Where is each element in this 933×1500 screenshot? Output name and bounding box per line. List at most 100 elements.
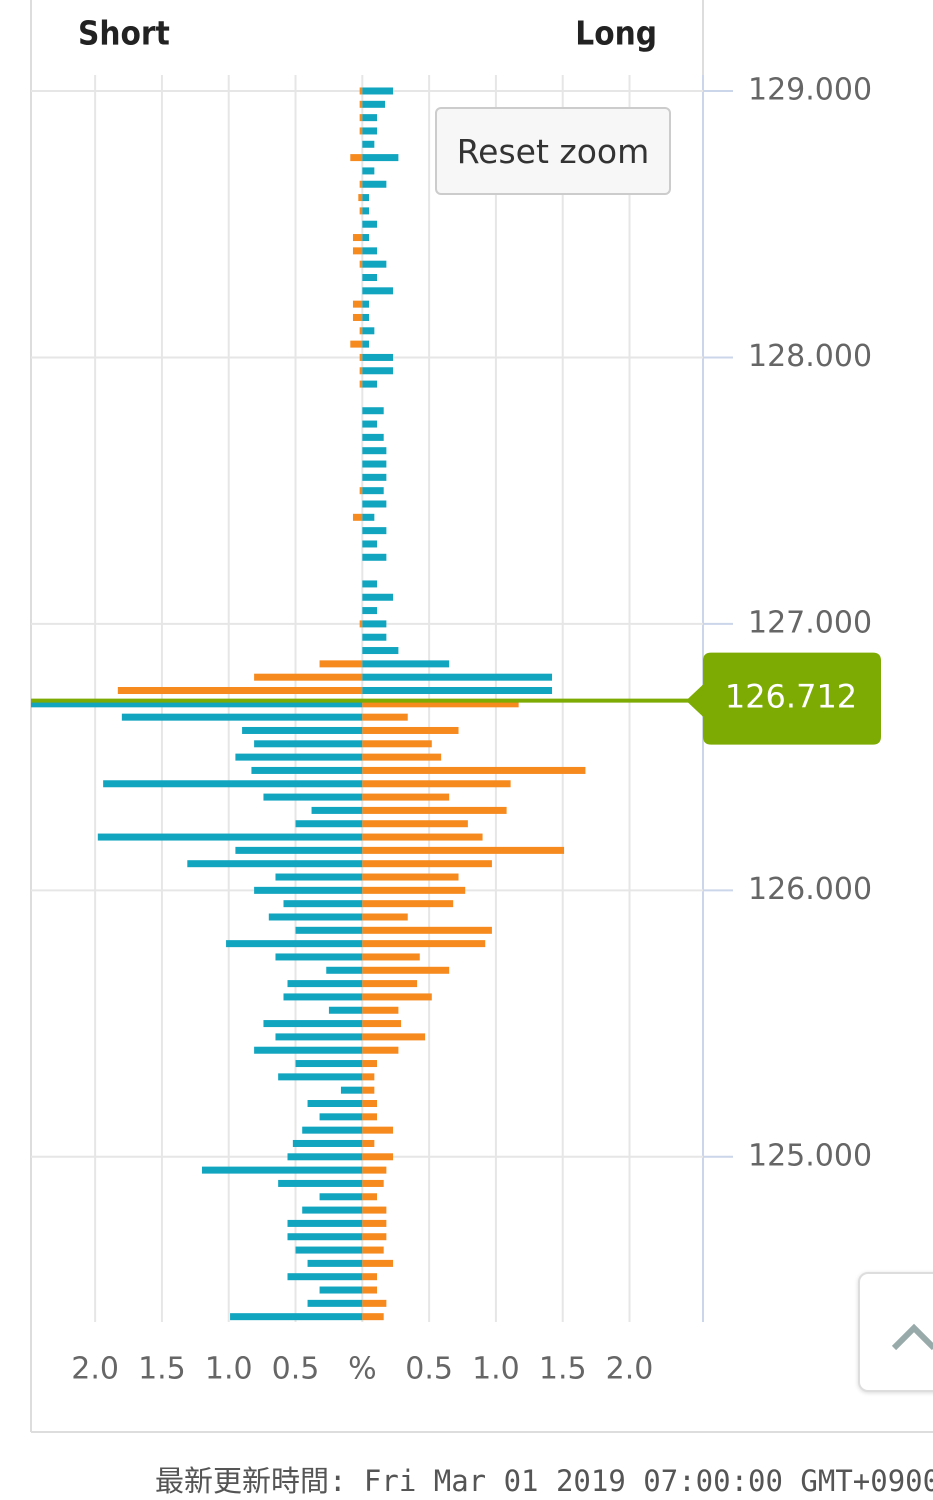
bar — [278, 1073, 363, 1081]
bar — [275, 873, 363, 881]
x-tick-label: 2.0 — [71, 1352, 119, 1387]
bar — [359, 180, 363, 188]
bar — [359, 353, 363, 361]
bar — [359, 207, 363, 215]
bar — [362, 1206, 387, 1214]
bar — [359, 367, 363, 375]
bar — [359, 260, 363, 268]
scroll-top-button[interactable] — [858, 1272, 933, 1392]
bar — [275, 953, 363, 961]
chevron-icon — [891, 1323, 933, 1351]
bar — [362, 300, 370, 308]
bar — [254, 673, 363, 681]
bar — [362, 713, 408, 721]
bar — [362, 473, 387, 481]
bar — [319, 1193, 363, 1201]
bar — [319, 660, 363, 668]
bar — [362, 886, 466, 894]
bar — [254, 740, 363, 748]
bar — [362, 154, 399, 162]
bar — [362, 980, 418, 988]
bar — [311, 806, 363, 814]
bar — [295, 1060, 363, 1068]
x-tick-label: 1.5 — [539, 1352, 587, 1387]
bar — [362, 793, 450, 801]
bar — [352, 513, 363, 521]
bar — [251, 766, 363, 774]
bar — [362, 1086, 375, 1094]
bar — [121, 713, 363, 721]
bar — [362, 687, 553, 695]
bar — [319, 1113, 363, 1121]
bar — [362, 580, 378, 588]
x-tick-label: 0.5 — [405, 1352, 453, 1387]
bar — [362, 313, 370, 321]
bar — [278, 1179, 363, 1187]
bar — [275, 1033, 363, 1041]
chart: Short Long 2.0 1.5 1.0 0.5% 0.5 1.0 1.5 2.0 125.… — [30, 0, 933, 1433]
bar — [359, 114, 363, 122]
bar — [268, 913, 363, 921]
bar — [362, 940, 486, 948]
x-tick-label: 1.0 — [205, 1352, 253, 1387]
bar — [362, 87, 394, 95]
bar — [362, 1179, 384, 1187]
bar — [362, 340, 370, 348]
bar — [362, 953, 420, 961]
bar — [362, 966, 450, 974]
bar — [362, 607, 378, 615]
bar — [362, 487, 384, 495]
bar — [362, 1153, 394, 1161]
bar — [362, 860, 492, 868]
bar — [359, 127, 363, 135]
bar — [362, 633, 387, 641]
x-tick-label: 0.5 — [272, 1352, 320, 1387]
bar — [362, 127, 378, 135]
bar — [362, 926, 492, 934]
bar — [292, 1139, 363, 1147]
bar — [362, 513, 375, 521]
bar — [362, 1006, 399, 1014]
bar — [302, 1206, 363, 1214]
bar — [307, 1100, 363, 1108]
bar — [362, 647, 399, 655]
bar — [230, 1313, 363, 1321]
bar — [362, 1286, 378, 1294]
bar — [263, 1020, 363, 1028]
bar — [362, 260, 387, 268]
bar — [362, 220, 378, 228]
bar — [359, 87, 363, 95]
y-tick-label: 129.000 — [748, 72, 872, 107]
bar — [362, 527, 387, 535]
y-tick-label: 128.000 — [748, 339, 872, 374]
bar — [362, 780, 511, 788]
bar — [362, 833, 483, 841]
y-tick-label: 125.000 — [748, 1138, 872, 1173]
bar — [362, 460, 387, 468]
bar — [362, 380, 378, 388]
bar — [242, 726, 363, 734]
bar — [235, 846, 363, 854]
bar — [302, 1126, 363, 1134]
bar — [362, 180, 387, 188]
bar — [358, 194, 363, 202]
bar — [307, 1299, 363, 1307]
bar — [362, 500, 387, 508]
bar — [362, 194, 370, 202]
bar — [362, 100, 386, 108]
bar — [362, 673, 553, 681]
bar — [362, 353, 394, 361]
x-tick-label: 1.0 — [472, 1352, 520, 1387]
bar — [362, 660, 450, 668]
bar — [362, 806, 507, 814]
bar — [362, 1233, 387, 1241]
bar — [362, 900, 454, 908]
reset-zoom-button[interactable]: Reset zoom — [435, 107, 671, 195]
bar — [254, 886, 363, 894]
bar — [362, 1126, 394, 1134]
bar — [362, 207, 370, 215]
bar — [362, 407, 384, 415]
bar — [187, 860, 363, 868]
bar — [352, 234, 363, 242]
bar — [362, 740, 432, 748]
